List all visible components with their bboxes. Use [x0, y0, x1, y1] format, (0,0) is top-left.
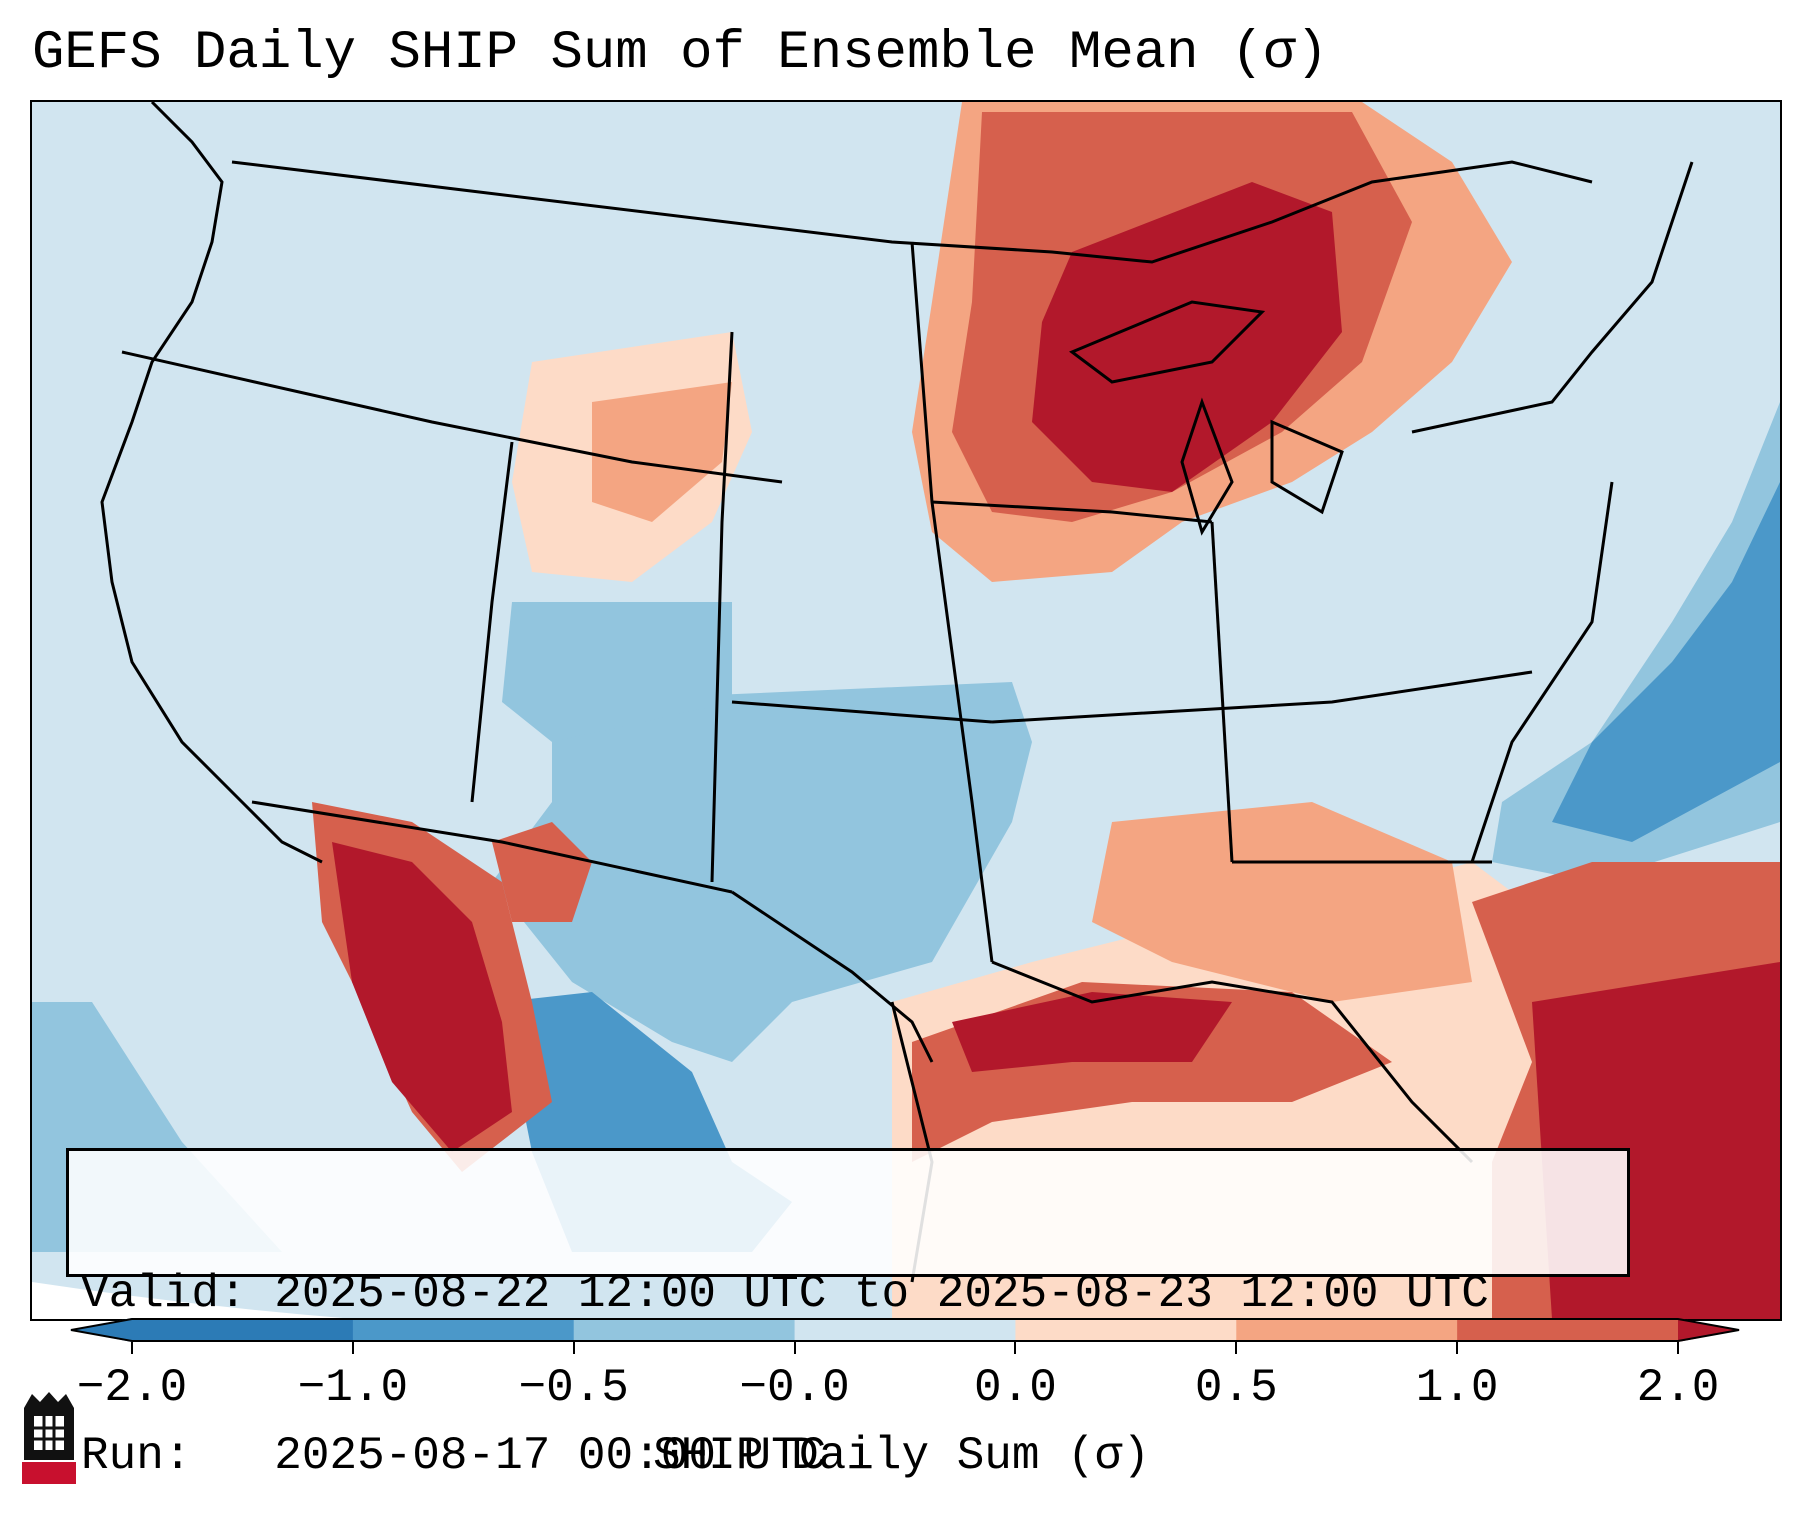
colorbar-tick-mark: [351, 1342, 354, 1354]
valid-label: Valid:: [81, 1268, 247, 1320]
lake-huron: [1270, 419, 1344, 515]
run-line: Run: 2025-08-17 00:00 UTC: [81, 1429, 1615, 1483]
colorbar-segment: [794, 1318, 1016, 1342]
ship-map: [32, 102, 1780, 1319]
colorbar-tick-mark: [1014, 1342, 1017, 1354]
colorbar-tick-mark: [1456, 1342, 1459, 1354]
coastline-east: [1470, 481, 1614, 863]
line-oregon-idaho: [121, 350, 783, 484]
colorbar-segment: [573, 1318, 796, 1342]
colorbar-tick-label: 0.0: [974, 1362, 1057, 1414]
border-mexico-texas: [731, 890, 934, 1063]
colorbar-tick-mark: [131, 1342, 133, 1354]
run-label: Run:: [81, 1430, 192, 1482]
colorbar-label: SHIP Daily Sum (σ): [653, 1430, 1150, 1482]
lake-michigan: [1180, 397, 1234, 536]
field-baja-max: [332, 842, 512, 1152]
colorbar-segment: [1015, 1318, 1237, 1342]
boundary-lines: [100, 102, 1694, 1283]
field-colorado-blue: [502, 602, 732, 742]
colorbar-outline: [70, 1318, 1740, 1342]
colorbar-tick-label: −0.5: [518, 1362, 629, 1414]
line-plains-east: [910, 241, 994, 963]
colorbar-tick-label: −2.0: [76, 1362, 188, 1414]
niu-logo-icon: [22, 1392, 76, 1484]
field-gulf-max: [952, 992, 1232, 1072]
coastline-west: [100, 102, 323, 864]
line-kansas-oklahoma: [731, 700, 993, 724]
colorbar-tick-mark: [572, 1342, 575, 1354]
colorbar-tick-mark: [1235, 1342, 1238, 1354]
colorbar-tick-label: 2.0: [1636, 1362, 1720, 1414]
field-atlantic-low: [1552, 482, 1780, 842]
field-arizona-high: [492, 822, 592, 922]
valid-line: Valid: 2025-08-22 12:00 UTC to 2025-08-2…: [81, 1267, 1615, 1321]
colorbar-tick-label: −1.0: [297, 1362, 409, 1414]
line-tennessee: [991, 670, 1533, 724]
lake-superior: [1069, 300, 1266, 384]
colorbar-tick-label: 0.5: [1194, 1362, 1278, 1414]
line-utah: [470, 441, 514, 803]
field-greatlakes-max: [1032, 182, 1342, 492]
colorbar-tick-mark: [793, 1342, 796, 1354]
colorbar-segment: [352, 1318, 575, 1342]
field-plains-mid-blue: [492, 682, 1032, 1062]
colorbar: [70, 1318, 1740, 1342]
colorbar-tick-label: −0.0: [739, 1362, 850, 1414]
colorbar-segment: [132, 1318, 354, 1342]
valid-value: 2025-08-22 12:00 UTC to 2025-08-23 12:00…: [274, 1268, 1489, 1320]
field-wyoming-mid: [592, 382, 732, 522]
colorbar-extend-max: [1678, 1318, 1740, 1342]
coastline-gulf: [991, 960, 1474, 1164]
run-value: 2025-08-17 00:00 UTC: [274, 1430, 827, 1482]
field-southeast-mid: [1092, 802, 1472, 1002]
valid-run-info-box: Valid: 2025-08-22 12:00 UTC to 2025-08-2…: [66, 1148, 1630, 1482]
off-domain-corner: [32, 1282, 355, 1319]
line-illinois: [1210, 521, 1234, 863]
map-panel: [30, 100, 1782, 1321]
great-lakes: [1069, 300, 1344, 536]
colorbar-segment: [1236, 1318, 1458, 1342]
border-canada: [231, 160, 1593, 264]
coastline-northeast: [1411, 161, 1694, 434]
colorbar-segment: [1457, 1318, 1679, 1342]
colorbar-tick-mark: [1677, 1342, 1679, 1354]
border-mexico-west: [251, 800, 733, 894]
chart-title: GEFS Daily SHIP Sum of Ensemble Mean (σ): [32, 23, 1329, 84]
line-iowa: [931, 500, 1213, 524]
line-colorado-east: [710, 331, 734, 883]
colorbar-extend-min: [70, 1318, 132, 1342]
colorbar-tick-label: 1.0: [1415, 1362, 1499, 1414]
